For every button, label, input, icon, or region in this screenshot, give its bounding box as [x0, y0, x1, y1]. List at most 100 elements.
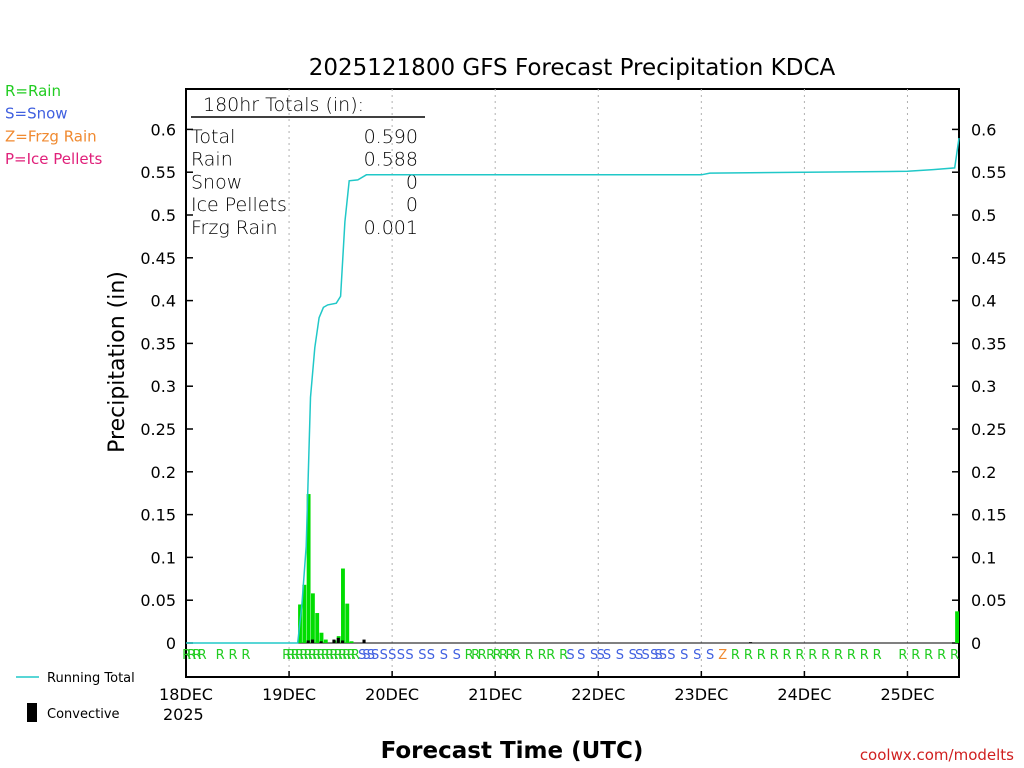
totals-row-label: Frzg Rain [191, 217, 278, 239]
ptype-marker: R [329, 648, 338, 663]
precip-bar [319, 632, 324, 643]
ptype-legend: R=Rain S=Snow Z=Frzg Rain P=Ice Pellets [5, 82, 102, 168]
ptype-marker: R [308, 648, 317, 663]
ptype-legend-item: Z=Frzg Rain [5, 127, 97, 145]
ptype-marker: S [667, 648, 675, 663]
ptype-marker: R [834, 648, 843, 663]
precip-bar [302, 584, 307, 643]
ptype-marker: S [358, 648, 366, 663]
ptype-marker: S [642, 648, 650, 663]
totals-row-value: 0.588 [364, 149, 418, 171]
ptype-marker: R [493, 648, 502, 663]
y-tick-label-left: 0.3 [151, 377, 176, 396]
ptype-marker: R [351, 648, 360, 663]
ptype-marker: R [471, 648, 480, 663]
ptype-marker: R [192, 648, 201, 663]
totals-row-label: Total [191, 126, 235, 148]
chart-title: 2025121800 GFS Forecast Precipitation KD… [309, 55, 836, 81]
ptype-marker: R [512, 648, 521, 663]
ptype-marker: R [937, 648, 946, 663]
ptype-marker: S [367, 648, 375, 663]
ptype-marker: R [299, 648, 308, 663]
ptype-marker: R [538, 648, 547, 663]
ptype-marker: S [380, 648, 388, 663]
ptype-marker: R [486, 648, 495, 663]
ptype-marker: R [317, 648, 326, 663]
convective-bar [306, 640, 310, 643]
ptype-marker: R [304, 648, 313, 663]
ptype-marker: R [731, 648, 740, 663]
y-tick-label-left: 0.25 [140, 420, 176, 439]
ptype-marker: S [397, 648, 405, 663]
precip-bar [955, 611, 959, 643]
ptype-marker: S [453, 648, 461, 663]
precip-bar [310, 593, 315, 643]
precip-bar [341, 568, 345, 643]
ptype-marker: S [427, 648, 435, 663]
ptype-marker: S [577, 648, 585, 663]
y-tick-label-left: 0.35 [140, 334, 176, 353]
ptype-marker: R [924, 648, 933, 663]
x-tick-label: 25DEC [880, 685, 934, 704]
ptype-marker: R [911, 648, 920, 663]
ptype-marker: R [241, 648, 250, 663]
precip-bar [323, 639, 328, 643]
y-tick-label-right: 0.05 [971, 591, 1007, 610]
ptype-marker: R [847, 648, 856, 663]
ptype-marker: R [228, 648, 237, 663]
ptype-marker: R [525, 648, 534, 663]
totals-row-value: 0 [406, 171, 418, 193]
ptype-marker: S [706, 648, 714, 663]
ptype-marker: S [629, 648, 637, 663]
y-tick-label-left: 0.15 [140, 506, 176, 525]
precip-bar [345, 603, 350, 643]
convective-bar [749, 642, 753, 643]
ptype-marker: S [603, 648, 611, 663]
ptype-marker: R [860, 648, 869, 663]
ptype-marker: R [821, 648, 830, 663]
ptype-marker: S [659, 648, 667, 663]
ptype-legend-item: S=Snow [5, 105, 68, 123]
y-tick-label-left: 0.05 [140, 591, 176, 610]
y-tick-label-right: 0.55 [971, 163, 1007, 182]
y-tick-label-left: 0.5 [151, 206, 176, 225]
ptype-marker: R [757, 648, 766, 663]
ptype-marker: R [334, 648, 343, 663]
ptype-marker: S [371, 648, 379, 663]
convective-bar [362, 639, 366, 643]
ptype-marker: S [680, 648, 688, 663]
ptype-marker: R [291, 648, 300, 663]
ptype-marker: S [362, 648, 370, 663]
x-tick-label: 22DEC [571, 685, 625, 704]
series-legend: Running Total Convective [16, 671, 135, 722]
y-tick-label-left: 0.55 [140, 163, 176, 182]
totals-header: 180hr Totals (in): [203, 94, 364, 116]
ptype-marker: S [654, 648, 662, 663]
ptype-marker: R [187, 648, 196, 663]
totals-row-value: 0 [406, 194, 418, 216]
precip-bar [315, 613, 320, 643]
x-tick-label: 19DEC [262, 685, 316, 704]
y-tick-label-right: 0.4 [971, 292, 996, 311]
ptype-marker: R [338, 648, 347, 663]
x-tick-label: 21DEC [468, 685, 522, 704]
ptype-marker: R [216, 648, 225, 663]
totals-row-value: 0.590 [364, 126, 418, 148]
y-tick-label-right: 0.3 [971, 377, 996, 396]
credit-text: coolwx.com/modelts [860, 746, 1014, 764]
y-tick-label-left: 0.6 [151, 120, 176, 139]
ptype-marker: R [505, 648, 514, 663]
ptype-marker: R [499, 648, 508, 663]
ptype-marker: S [388, 648, 396, 663]
ptype-legend-item: R=Rain [5, 82, 61, 100]
y-tick-label-left: 0.4 [151, 292, 176, 311]
y-tick-label-right: 0.1 [971, 548, 996, 567]
ptype-marker: R [770, 648, 779, 663]
y-tick-label-right: 0 [971, 634, 981, 653]
y-tick-label-right: 0.15 [971, 506, 1007, 525]
ptype-marker: R [950, 648, 959, 663]
precip-bar [306, 494, 311, 643]
ptype-marker: R [898, 648, 907, 663]
running-total-legend-label: Running Total [47, 671, 135, 686]
x-tick-label: 24DEC [777, 685, 831, 704]
